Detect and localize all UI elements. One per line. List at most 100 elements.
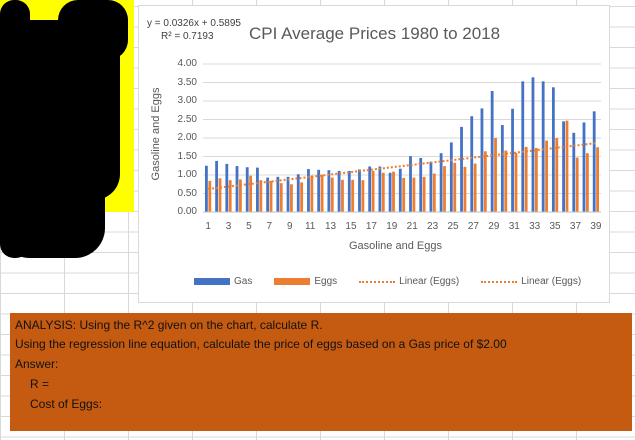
bar-gas bbox=[551, 87, 555, 212]
bar-gas bbox=[429, 161, 433, 212]
bar-gas bbox=[225, 163, 229, 212]
bar-eggs bbox=[402, 177, 406, 212]
bar-eggs bbox=[320, 174, 324, 212]
bar-gas bbox=[419, 157, 423, 212]
bar-gas bbox=[276, 176, 280, 212]
legend-swatch-linear-eggs bbox=[359, 280, 396, 283]
bar-gas bbox=[439, 153, 443, 212]
bar-eggs bbox=[269, 180, 273, 212]
y-tick-label: 1.00 bbox=[177, 169, 197, 180]
bar-eggs bbox=[473, 163, 477, 212]
redaction-mark bbox=[58, 0, 128, 60]
bar-eggs bbox=[208, 180, 212, 212]
analysis-question-2: Using the regression line equation, calc… bbox=[15, 337, 507, 351]
x-tick-label: 5 bbox=[246, 221, 252, 232]
bar-eggs bbox=[351, 179, 355, 212]
bar-gas bbox=[521, 81, 525, 212]
y-tick-label: 1.50 bbox=[177, 150, 197, 162]
analysis-question-1: ANALYSIS: Using the R^2 given on the cha… bbox=[15, 318, 323, 332]
bar-gas bbox=[460, 126, 463, 212]
legend-label-eggs: Eggs bbox=[314, 276, 338, 287]
bar-eggs bbox=[392, 171, 395, 212]
bar-eggs bbox=[432, 173, 436, 212]
legend-item-eggs: Eggs bbox=[274, 276, 337, 287]
y-tick-label: 2.00 bbox=[177, 132, 197, 143]
bar-gas bbox=[296, 174, 300, 212]
legend-label-linear-eggs-2: Linear (Eggs) bbox=[521, 276, 582, 287]
bar-gas bbox=[358, 169, 361, 212]
trendline-r-squared: R² = 0.7193 bbox=[161, 31, 214, 42]
bar-gas bbox=[409, 156, 412, 212]
bar-eggs bbox=[422, 176, 426, 212]
y-tick-label: 3.00 bbox=[177, 95, 197, 106]
bar-eggs bbox=[371, 170, 375, 212]
bar-gas bbox=[480, 108, 484, 212]
bar-eggs bbox=[575, 157, 579, 212]
bar-eggs bbox=[239, 179, 242, 212]
bar-gas bbox=[500, 125, 504, 212]
x-tick-label: 7 bbox=[267, 221, 273, 232]
analysis-panel: ANALYSIS: Using the R^2 given on the cha… bbox=[10, 313, 632, 431]
x-tick-label: 25 bbox=[447, 221, 459, 232]
x-tick-label: 3 bbox=[226, 221, 232, 232]
bar-gas bbox=[368, 166, 372, 212]
bar-eggs bbox=[555, 138, 559, 212]
bar-eggs bbox=[341, 179, 344, 212]
bar-eggs bbox=[524, 146, 528, 212]
answer-label: Answer: bbox=[15, 357, 59, 371]
bar-gas bbox=[511, 108, 514, 212]
y-tick-label: 3.50 bbox=[177, 76, 197, 88]
bar-eggs bbox=[361, 180, 365, 212]
bar-gas bbox=[337, 170, 341, 212]
cost-of-eggs-label[interactable]: Cost of Eggs: bbox=[30, 397, 103, 411]
bar-eggs bbox=[534, 147, 538, 212]
bar-eggs bbox=[443, 166, 446, 212]
x-tick-label: 35 bbox=[550, 221, 562, 232]
bar-eggs bbox=[412, 177, 416, 212]
legend-label-gas: Gas bbox=[234, 276, 253, 287]
bar-gas bbox=[388, 172, 392, 212]
bar-gas bbox=[562, 121, 565, 212]
bar-gas bbox=[215, 160, 219, 212]
bar-gas bbox=[327, 170, 331, 212]
bar-eggs bbox=[514, 152, 518, 212]
trendline-equation: y = 0.0326x + 0.5895 bbox=[147, 18, 241, 29]
bar-gas bbox=[256, 167, 259, 212]
legend-swatch-eggs bbox=[274, 278, 311, 285]
x-tick-label: 29 bbox=[488, 221, 500, 232]
legend-swatch-gas bbox=[194, 278, 230, 285]
x-tick-label: 13 bbox=[325, 221, 337, 232]
bar-gas bbox=[307, 169, 310, 212]
bar-eggs bbox=[259, 180, 263, 212]
bar-gas bbox=[531, 77, 535, 212]
y-tick-label: 0.50 bbox=[177, 187, 197, 199]
r-label[interactable]: R = bbox=[30, 377, 50, 391]
bar-eggs bbox=[330, 177, 334, 212]
bar-eggs bbox=[300, 182, 304, 212]
bar-gas bbox=[286, 176, 290, 212]
bar-gas bbox=[490, 91, 494, 212]
bar-eggs bbox=[504, 150, 508, 212]
bar-eggs bbox=[585, 153, 589, 212]
bar-gas bbox=[266, 177, 270, 212]
bar-gas bbox=[205, 165, 208, 212]
x-tick-label: 11 bbox=[305, 221, 316, 232]
bar-eggs bbox=[483, 151, 487, 212]
bar-gas bbox=[592, 111, 596, 212]
bar-gas bbox=[541, 81, 545, 212]
bar-eggs bbox=[381, 172, 385, 212]
bar-gas bbox=[317, 169, 321, 212]
x-tick-label: 37 bbox=[570, 221, 582, 232]
x-tick-label: 17 bbox=[366, 221, 378, 232]
bar-gas bbox=[398, 168, 402, 212]
chart-area[interactable]: CPI Average Prices 1980 to 2018 y = 0.03… bbox=[138, 5, 610, 303]
bar-eggs bbox=[290, 184, 293, 212]
x-tick-label: 39 bbox=[590, 221, 602, 232]
bar-gas bbox=[235, 166, 239, 212]
legend-item-linear-eggs: Linear (Eggs) bbox=[359, 276, 459, 287]
bar-eggs bbox=[596, 147, 599, 212]
x-tick-label: 31 bbox=[509, 221, 521, 232]
legend-swatch-linear-eggs-2 bbox=[481, 280, 518, 283]
bar-gas bbox=[347, 170, 351, 212]
bar-eggs bbox=[279, 183, 283, 212]
